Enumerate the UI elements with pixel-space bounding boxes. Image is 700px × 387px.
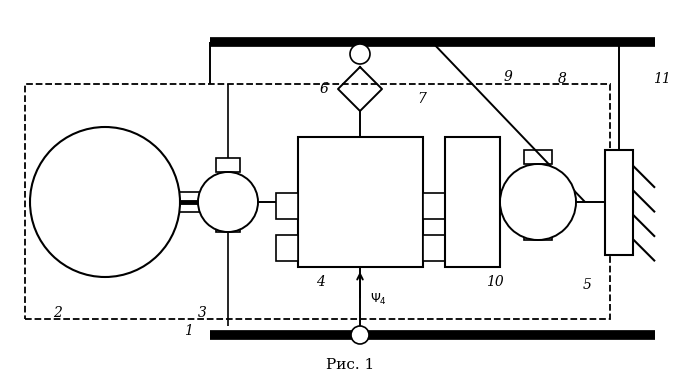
Circle shape (198, 172, 258, 232)
Circle shape (350, 44, 370, 64)
Bar (216, 218, 240, 232)
Text: Рис. 1: Рис. 1 (326, 358, 374, 372)
Text: 5: 5 (582, 278, 592, 292)
Text: 2: 2 (54, 306, 62, 320)
Bar (105, 192, 213, 212)
Circle shape (351, 326, 369, 344)
Circle shape (500, 164, 576, 240)
Bar (524, 150, 552, 164)
Bar (276, 235, 298, 261)
Bar (276, 193, 298, 219)
Text: 7: 7 (418, 92, 426, 106)
Text: $\Psi_4$: $\Psi_4$ (370, 291, 386, 307)
Bar (445, 137, 500, 267)
Bar (605, 150, 633, 255)
Text: 6: 6 (320, 82, 328, 96)
Bar (423, 193, 445, 219)
Bar (524, 226, 552, 240)
Text: 4: 4 (316, 275, 324, 289)
Bar (216, 158, 240, 172)
Bar (298, 137, 423, 267)
Text: 11: 11 (653, 72, 671, 86)
Bar (423, 235, 445, 261)
Text: 3: 3 (197, 306, 206, 320)
Text: 1: 1 (183, 324, 192, 338)
Text: 9: 9 (503, 70, 512, 84)
Bar (25, 84, 610, 319)
Text: 10: 10 (486, 275, 504, 289)
Circle shape (30, 127, 180, 277)
Text: 8: 8 (558, 72, 566, 86)
